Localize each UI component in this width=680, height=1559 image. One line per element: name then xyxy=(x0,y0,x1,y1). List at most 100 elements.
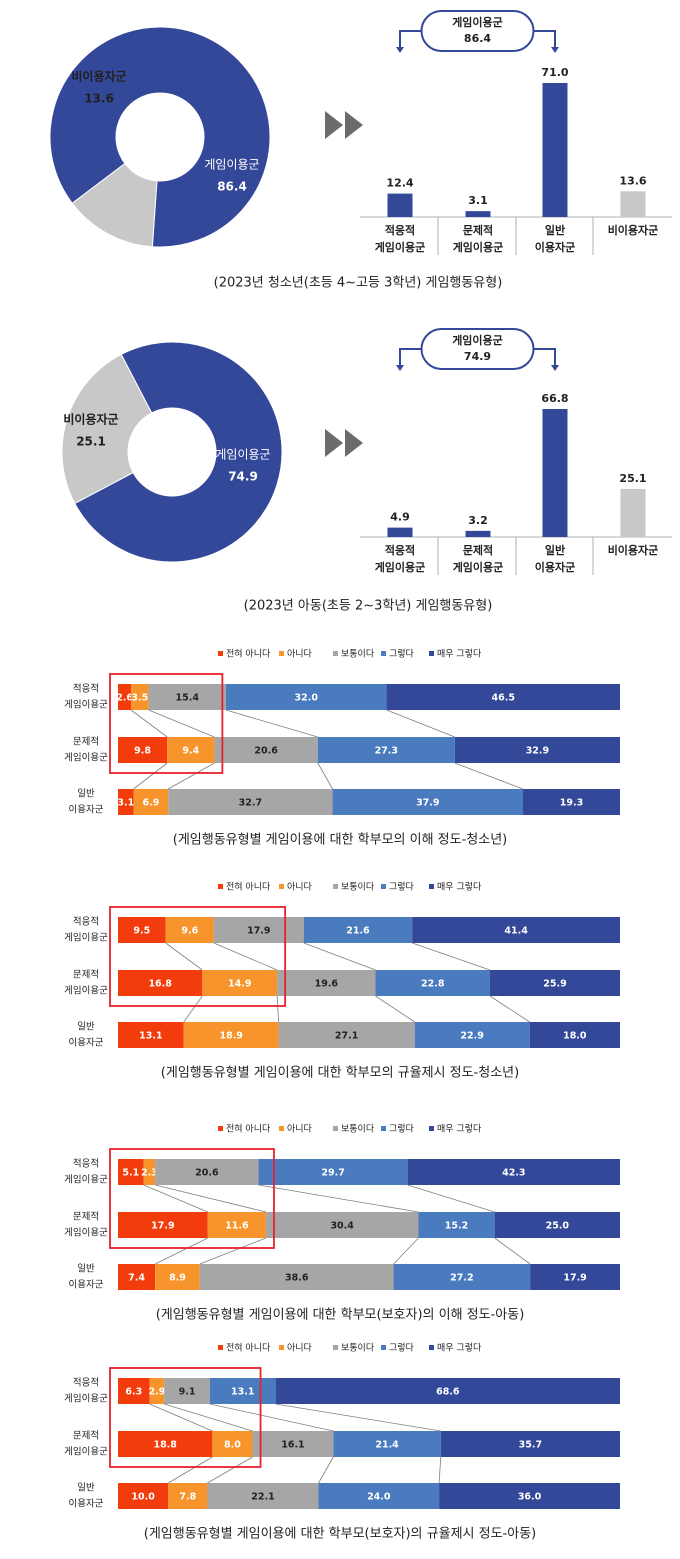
stacked-segment xyxy=(333,1431,441,1457)
segment-value-label: 18.9 xyxy=(219,1031,242,1042)
stacked-segment xyxy=(252,1431,334,1457)
legend-label: 전혀 아니다 xyxy=(226,649,271,660)
pie-label: 게임이용군 xyxy=(204,158,259,172)
segment-value-label: 37.9 xyxy=(416,798,439,809)
bar-value-label: 12.4 xyxy=(386,177,413,190)
stacked-segment xyxy=(332,789,524,815)
connector-line xyxy=(133,762,168,790)
row-label: 게임이용군 xyxy=(64,699,108,711)
category-label: 비이용자군 xyxy=(608,543,659,557)
legend-label: 매우 그렇다 xyxy=(437,1343,482,1354)
segment-value-label: 9.1 xyxy=(179,1387,196,1398)
bracket-arrow-icon xyxy=(551,47,559,53)
segment-value-label: 9.5 xyxy=(133,926,150,937)
legend-swatch xyxy=(333,884,338,889)
donut-chart-child: 게임이용군 74.9 비이용자군 25.1 xyxy=(61,341,283,563)
stacked-segment xyxy=(277,970,376,996)
stacked-segment xyxy=(118,1212,208,1238)
segment-value-label: 25.9 xyxy=(543,979,566,990)
stacked-bar-chart-1: 전혀 아니다 아니다 보통이다 그렇다 매우 그렇다 2.63.5 15.4 32.0 46.5… xyxy=(64,649,620,848)
segment-value-label: 27.2 xyxy=(450,1273,473,1284)
segment-value-label: 38.6 xyxy=(285,1273,309,1284)
bar xyxy=(465,530,491,537)
bar-chart-youth: 12.4적응적게임이용군3.1문제적게임이용군71.0일반이용자군13.6비이용… xyxy=(360,10,672,255)
bar xyxy=(542,83,568,217)
stacked-segment xyxy=(412,917,620,943)
bar xyxy=(465,211,491,217)
segment-value-label: 7.4 xyxy=(128,1273,145,1284)
legend-swatch xyxy=(429,1345,434,1350)
segment-value-label: 3.1 xyxy=(117,798,134,809)
stacked-segment xyxy=(414,1022,530,1048)
segment-value-label: 19.6 xyxy=(315,979,339,990)
legend-label: 전혀 아니다 xyxy=(226,882,271,893)
category-label: 적응적 xyxy=(385,223,415,237)
stacked-bar-chart-3: 전혀 아니다 아니다 보통이다 그렇다 매우 그렇다 5.1 2.3 20.6 29.7 42.3… xyxy=(64,1124,620,1323)
bar-value-label: 13.6 xyxy=(619,174,646,187)
legend-label: 아니다 xyxy=(287,1124,313,1135)
stacked-segment xyxy=(149,1378,165,1404)
row-label: 일반 xyxy=(77,1022,95,1033)
row-label: 이용자군 xyxy=(69,1280,104,1291)
segment-value-label: 20.6 xyxy=(195,1168,219,1179)
pie-label: 게임이용군 xyxy=(215,448,270,462)
segment-value-label: 29.7 xyxy=(321,1168,344,1179)
segment-value-label: 10.0 xyxy=(131,1492,155,1503)
chevron-icon xyxy=(325,429,343,457)
stacked-segment xyxy=(258,1159,408,1185)
category-label: 비이용자군 xyxy=(608,223,659,237)
chart-caption: (게임행동유형별 게임이용에 대한 학부모의 규율제시 정도-청소년) xyxy=(161,1065,519,1081)
segment-value-label: 15.2 xyxy=(445,1221,468,1232)
legend-swatch xyxy=(381,1126,386,1131)
stacked-segment xyxy=(439,1483,620,1509)
segment-value-label: 18.0 xyxy=(563,1031,587,1042)
bracket-label-box xyxy=(420,10,535,52)
pie-label: 비이용자군 xyxy=(63,412,118,427)
segment-value-label: 5.1 xyxy=(122,1168,139,1179)
bar xyxy=(620,191,646,217)
segment-value-label: 25.0 xyxy=(546,1221,570,1232)
segment-value-label: 36.0 xyxy=(518,1492,542,1503)
pie-value-label: 13.6 xyxy=(84,92,114,106)
row-label: 문제적 xyxy=(73,1430,99,1442)
stacked-bar-chart-2: 전혀 아니다 아니다 보통이다 그렇다 매우 그렇다 9.5 9.6 17.9 21.6 41.4… xyxy=(64,882,620,1081)
segment-value-label: 13.1 xyxy=(231,1387,254,1398)
legend-label: 보통이다 xyxy=(341,1343,375,1354)
legend-swatch xyxy=(429,651,434,656)
segment-value-label: 2.6 xyxy=(116,693,133,704)
stacked-segment xyxy=(118,737,168,763)
row-label: 적응적 xyxy=(73,683,99,695)
stacked-segment xyxy=(207,1483,319,1509)
chevron-icon xyxy=(325,111,343,139)
stacked-segment xyxy=(164,1378,210,1404)
stacked-segment xyxy=(118,1431,213,1457)
connector-line xyxy=(154,1237,208,1265)
stacked-segment xyxy=(393,1264,531,1290)
stacked-segment xyxy=(213,917,304,943)
legend-swatch xyxy=(381,884,386,889)
stacked-segment xyxy=(133,789,169,815)
chevron-icon xyxy=(345,111,363,139)
category-label: 문제적 xyxy=(463,223,493,237)
pie-value-label: 25.1 xyxy=(76,435,106,449)
connector-line xyxy=(149,1403,213,1432)
bar-value-label: 66.8 xyxy=(541,392,568,405)
segment-value-label: 22.1 xyxy=(251,1492,274,1503)
double-chevron-arrow xyxy=(325,111,363,139)
connector-line xyxy=(213,942,278,971)
segment-value-label: 24.0 xyxy=(367,1492,391,1503)
legend-swatch xyxy=(429,884,434,889)
segment-value-label: 6.3 xyxy=(125,1387,142,1398)
category-label: 문제적 xyxy=(463,543,493,557)
segment-value-label: 14.9 xyxy=(228,979,251,990)
connector-line xyxy=(155,1184,267,1213)
stacked-segment xyxy=(529,1022,620,1048)
stacked-segment xyxy=(118,1264,156,1290)
stacked-segment xyxy=(167,737,215,763)
highlight-box xyxy=(109,1148,275,1249)
stacked-segment xyxy=(118,970,203,996)
legend-label: 전혀 아니다 xyxy=(226,1124,271,1135)
segment-value-label: 30.4 xyxy=(330,1221,354,1232)
stacked-segment xyxy=(168,1483,208,1509)
bar-value-label: 3.2 xyxy=(468,514,488,527)
